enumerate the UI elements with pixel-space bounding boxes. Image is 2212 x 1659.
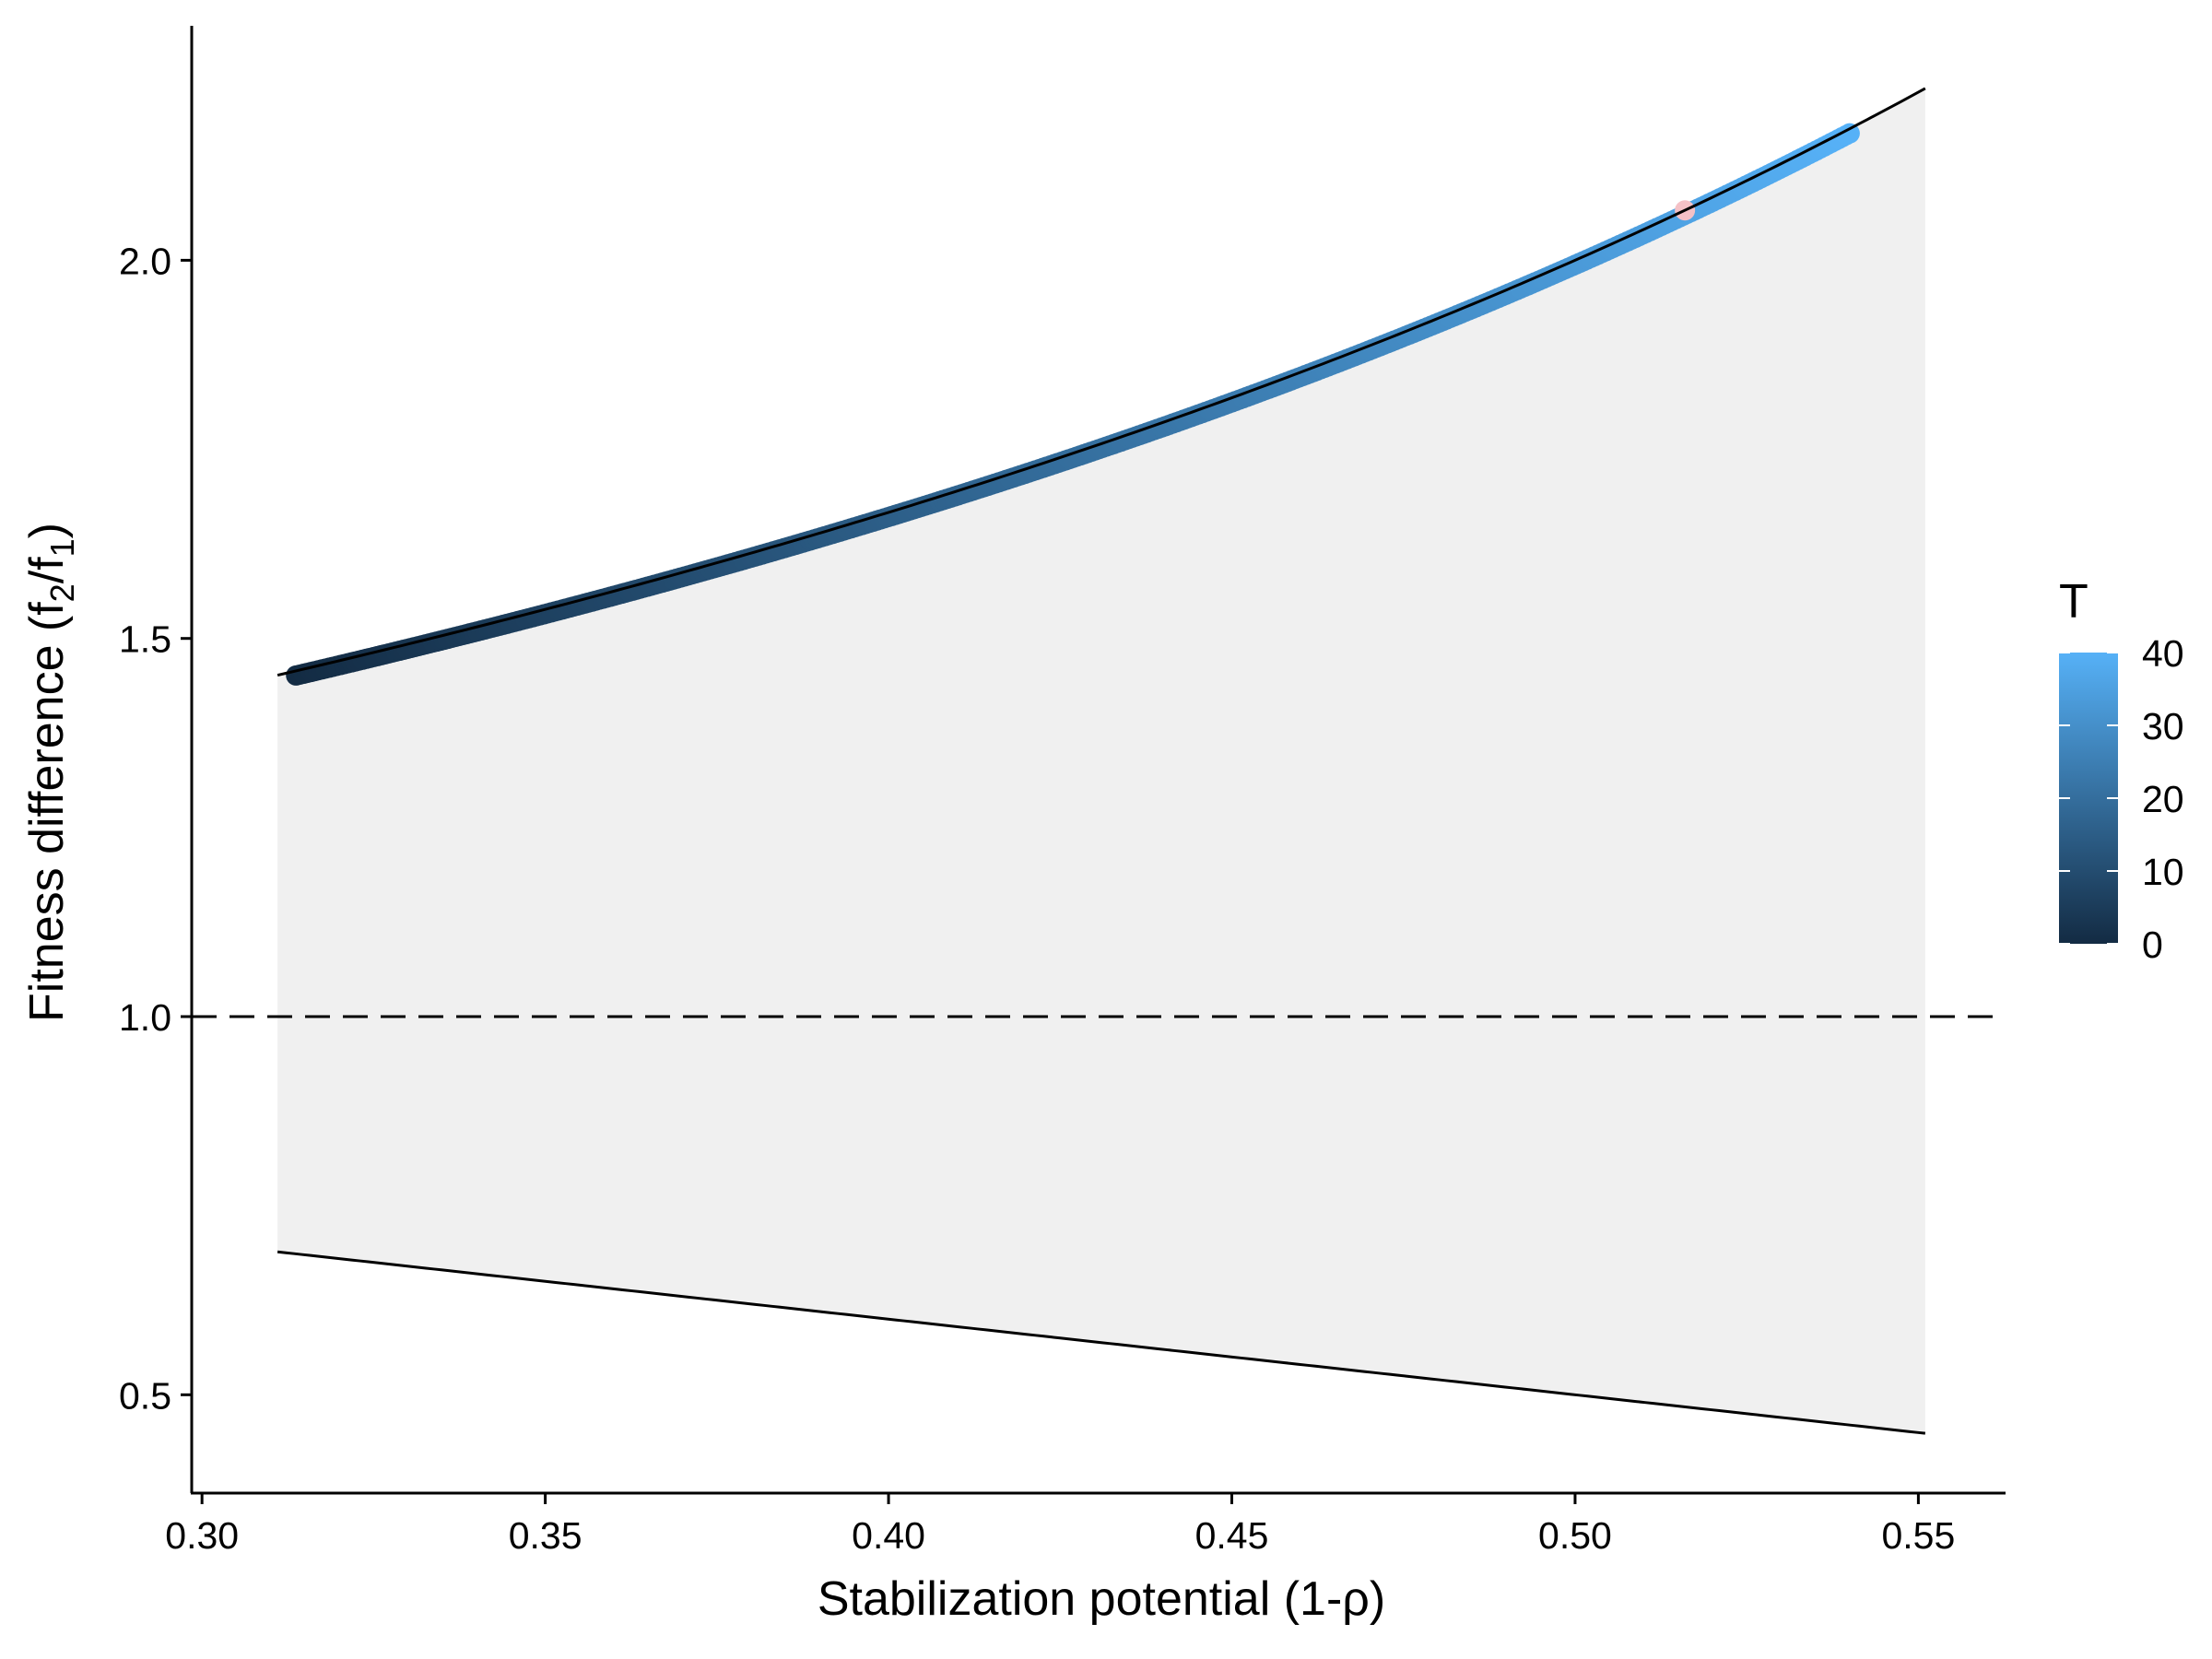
coexistence-region: [277, 88, 1925, 1434]
lower-boundary-line: [276, 1250, 1926, 1435]
boundary-lines: [276, 87, 1926, 1435]
legend-title: T: [2059, 575, 2088, 629]
x-tick-label: 0.35: [509, 1514, 582, 1557]
x-axis-ticks: 0.30 0.35 0.40 0.45 0.50 0.55: [165, 1493, 1955, 1557]
x-tick-label: 0.50: [1538, 1514, 1612, 1557]
legend-ticks: 0 10 20 30 40: [2059, 632, 2184, 966]
x-tick-label: 0.30: [165, 1514, 239, 1557]
upper-boundary-line: [276, 87, 1926, 677]
legend-tick-label: 30: [2142, 705, 2184, 747]
y-axis-ticks: 0.5 1.0 1.5 2.0: [119, 240, 192, 1417]
legend-tick-label: 0: [2142, 924, 2163, 966]
y-tick-label: 0.5: [119, 1374, 171, 1417]
y-axis-title: Fitness difference (f2/f1): [20, 523, 81, 1022]
legend-tick-label: 40: [2142, 632, 2184, 675]
data-point: [1839, 123, 1860, 144]
y-tick-label: 1.5: [119, 618, 171, 661]
x-tick-label: 0.45: [1195, 1514, 1269, 1557]
x-tick-label: 0.55: [1881, 1514, 1955, 1557]
y-tick-label: 1.0: [119, 996, 171, 1039]
region-fill: [277, 88, 1925, 1434]
legend-tick-label: 20: [2142, 778, 2184, 820]
legend-tick-label: 10: [2142, 851, 2184, 893]
x-axis-title: Stabilization potential (1-ρ): [818, 1572, 1385, 1626]
legend: T 0 10 20 30 40: [2059, 575, 2184, 966]
y-tick-label: 2.0: [119, 240, 171, 282]
x-tick-label: 0.40: [852, 1514, 925, 1557]
